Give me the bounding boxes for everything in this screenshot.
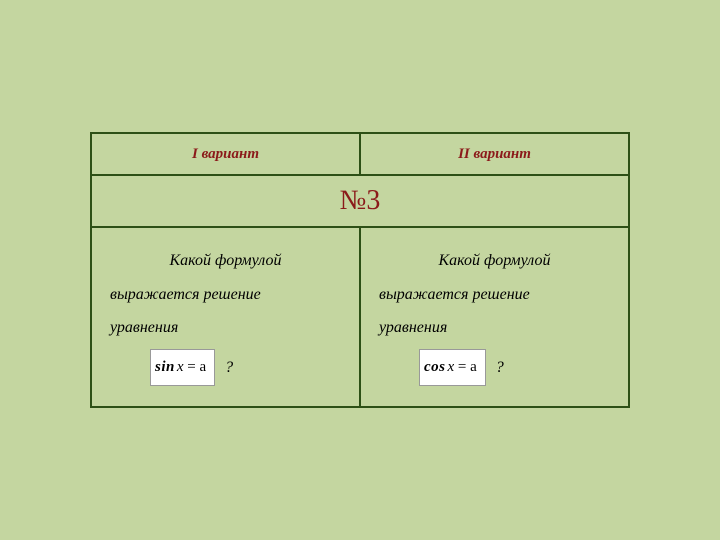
question-line-2b: выражается решение	[379, 278, 610, 312]
question-row: Какой формулой выражается решение уравне…	[91, 227, 629, 407]
variant-1-question: Какой формулой выражается решение уравне…	[91, 227, 360, 407]
title-row: №3	[91, 175, 629, 227]
question-line-2: выражается решение	[110, 278, 341, 312]
problem-number: №3	[340, 185, 381, 216]
variant-header-row: I вариант II вариант	[91, 133, 629, 175]
variant-2-label: II вариант	[458, 146, 531, 162]
formula-box-sin: sinx = a	[150, 349, 215, 387]
formula-line-2: cosx = a ?	[379, 349, 610, 387]
question-line-1b: Какой формулой	[379, 244, 610, 278]
var-x-1: x	[177, 359, 184, 375]
fn-sin: sin	[155, 359, 175, 375]
worksheet-table: I вариант II вариант №3 Какой формулой в…	[90, 132, 630, 408]
question-line-3: уравнения	[110, 311, 341, 345]
formula-box-cos: cosx = a	[419, 349, 486, 387]
variant-1-label: I вариант	[192, 146, 259, 162]
variant-2-header: II вариант	[360, 133, 629, 175]
question-line-1: Какой формулой	[110, 244, 341, 278]
formula-line-1: sinx = a ?	[110, 349, 341, 387]
rhs-2: = a	[458, 359, 477, 375]
qmark-1: ?	[225, 351, 233, 385]
fn-cos: cos	[424, 359, 446, 375]
variant-1-header: I вариант	[91, 133, 360, 175]
title-cell: №3	[91, 175, 629, 227]
rhs-1: = a	[187, 359, 206, 375]
var-x-2: x	[448, 359, 455, 375]
variant-2-question: Какой формулой выражается решение уравне…	[360, 227, 629, 407]
question-line-3b: уравнения	[379, 311, 610, 345]
qmark-2: ?	[496, 351, 504, 385]
